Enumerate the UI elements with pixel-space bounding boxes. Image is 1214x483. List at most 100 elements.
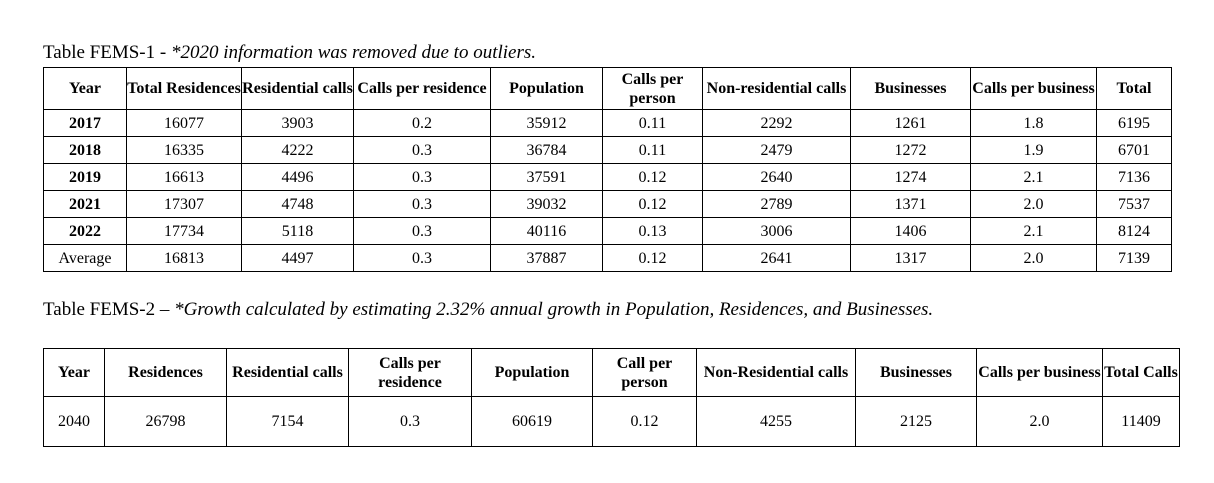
table-cell: 35912 [490,109,603,137]
table2-header-residential-calls: Residential calls [226,348,349,397]
table-cell: 4255 [696,396,856,447]
table-cell: 36784 [490,136,603,164]
table1-caption: Table FEMS-1 - *2020 information was rem… [43,42,536,64]
table1-header-year: Year [43,67,127,110]
table-cell: 37887 [490,244,603,272]
table-cell: 37591 [490,163,603,191]
table-cell: 0.11 [602,109,703,137]
table-cell: 7139 [1096,244,1172,272]
table2-header-non-residential-calls: Non-Residential calls [696,348,856,397]
table-cell: 39032 [490,190,603,218]
table-cell: 1406 [850,217,971,245]
table-cell: 3006 [702,217,851,245]
table-cell: 2022 [43,217,127,245]
table-cell: 1272 [850,136,971,164]
table-cell: 2640 [702,163,851,191]
table-cell: 0.3 [353,190,491,218]
table2-header-year: Year [43,348,105,397]
table-row: 2019 16613 4496 0.3 37591 0.12 2640 1274… [43,163,1172,191]
table2-header-businesses: Businesses [855,348,977,397]
table2-header-residences: Residences [104,348,227,397]
table-cell: 1317 [850,244,971,272]
table2-caption: Table FEMS-2 – *Growth calculated by est… [43,299,933,321]
table-cell: 6701 [1096,136,1172,164]
table-cell: 2017 [43,109,127,137]
table1-header-calls-per-residence: Calls per residence [353,67,491,110]
table-cell: 2021 [43,190,127,218]
table-cell: 5118 [241,217,354,245]
table-fems-2: Year Residences Residential calls Calls … [43,348,1180,447]
table1-header-businesses: Businesses [850,67,971,110]
table1-header-residential-calls: Residential calls [241,67,354,110]
table-cell: 2641 [702,244,851,272]
table-cell: 16813 [126,244,242,272]
table-cell: 4748 [241,190,354,218]
table-cell: 0.3 [353,244,491,272]
table2-header-calls-per-residence: Calls per residence [348,348,472,397]
table-cell: 2125 [855,396,977,447]
table-cell: 7537 [1096,190,1172,218]
table-cell: 1261 [850,109,971,137]
table-cell: 0.3 [353,163,491,191]
table-cell: 3903 [241,109,354,137]
table-cell: 0.13 [602,217,703,245]
table-cell: 4222 [241,136,354,164]
table-cell: 1274 [850,163,971,191]
table-cell: 16077 [126,109,242,137]
table-cell: 17307 [126,190,242,218]
table2-caption-prefix: Table FEMS-2 – [43,299,175,320]
table1-caption-prefix: Table FEMS-1 - [43,42,171,63]
table-cell: 2292 [702,109,851,137]
table2-header-row: Year Residences Residential calls Calls … [43,348,1180,397]
table-cell: 2.0 [970,190,1097,218]
table-cell: 2040 [43,396,105,447]
table-cell: 6195 [1096,109,1172,137]
table1-header-total: Total [1096,67,1172,110]
table1-header-non-residential-calls: Non-residential calls [702,67,851,110]
table-cell: 0.12 [602,163,703,191]
table-cell: 4497 [241,244,354,272]
table1-header-total-residences: Total Residences [126,67,242,110]
table-cell: 11409 [1102,396,1180,447]
table-cell: 2.1 [970,217,1097,245]
table-cell: 4496 [241,163,354,191]
table-cell: 40116 [490,217,603,245]
table2-header-call-per-person: Call per person [592,348,697,397]
table1-caption-note: *2020 information was removed due to out… [170,42,536,63]
table-cell: 60619 [471,396,593,447]
table-cell: 1371 [850,190,971,218]
table-cell: 2019 [43,163,127,191]
table-cell: 7154 [226,396,349,447]
table-fems-1: Year Total Residences Residential calls … [43,67,1172,272]
table-cell: 0.3 [353,136,491,164]
table-cell: 0.12 [602,190,703,218]
table-cell: 0.12 [592,396,697,447]
table-cell: 7136 [1096,163,1172,191]
table-cell: 1.9 [970,136,1097,164]
table-cell: 0.11 [602,136,703,164]
table1-header-row: Year Total Residences Residential calls … [43,67,1172,110]
table-cell: Average [43,244,127,272]
table-cell: 0.3 [353,217,491,245]
table-cell: 26798 [104,396,227,447]
table-row: 2022 17734 5118 0.3 40116 0.13 3006 1406… [43,217,1172,245]
table-row: 2040 26798 7154 0.3 60619 0.12 4255 2125… [43,396,1180,447]
table2-header-population: Population [471,348,593,397]
table-cell: 16613 [126,163,242,191]
table-cell: 1.8 [970,109,1097,137]
table-cell: 0.2 [353,109,491,137]
table1-header-calls-per-business: Calls per business [970,67,1097,110]
table1-header-population: Population [490,67,603,110]
table-row: 2017 16077 3903 0.2 35912 0.11 2292 1261… [43,109,1172,137]
table-cell: 2.0 [976,396,1103,447]
table-cell: 2.0 [970,244,1097,272]
table2-header-total-calls: Total Calls [1102,348,1180,397]
table-cell: 2.1 [970,163,1097,191]
table-row: 2021 17307 4748 0.3 39032 0.12 2789 1371… [43,190,1172,218]
table-cell: 0.3 [348,396,472,447]
table1-header-calls-per-person: Calls per person [602,67,703,110]
table2-caption-note: *Growth calculated by estimating 2.32% a… [174,299,934,320]
table-cell: 2479 [702,136,851,164]
table-cell: 8124 [1096,217,1172,245]
table-row-average: Average 16813 4497 0.3 37887 0.12 2641 1… [43,244,1172,272]
